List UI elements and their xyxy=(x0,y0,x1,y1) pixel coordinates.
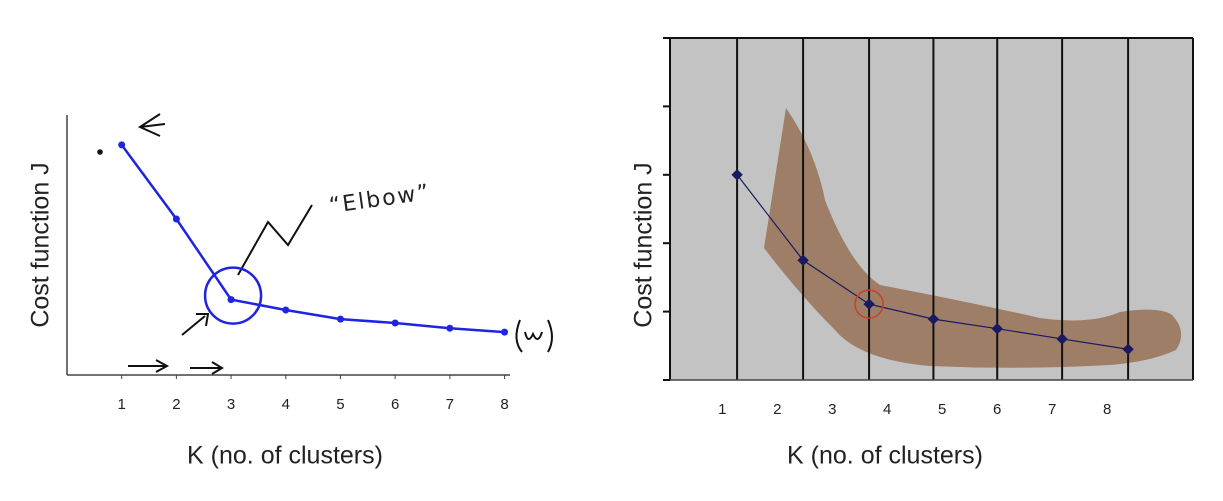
y-axis-label: Cost function J xyxy=(27,162,55,327)
x-tick-label: 5 xyxy=(938,401,946,418)
point xyxy=(282,306,290,314)
point xyxy=(731,169,743,181)
point xyxy=(991,323,1003,335)
x-axis-label: K (no. of clusters) xyxy=(787,442,983,470)
x-tick-label: 6 xyxy=(391,396,399,413)
x-tick-label: 6 xyxy=(993,401,1001,418)
x-tick-label: 7 xyxy=(1048,401,1056,418)
point xyxy=(446,324,454,332)
point xyxy=(863,298,875,310)
annotation: “Elbow” xyxy=(328,180,433,219)
elbow-circle xyxy=(203,266,263,325)
point xyxy=(501,328,509,336)
x-tick-label: 2 xyxy=(773,401,781,418)
x-tick-label: 7 xyxy=(446,396,454,413)
point xyxy=(118,141,126,149)
x-tick-label: 2 xyxy=(172,396,180,413)
point xyxy=(172,215,180,223)
point xyxy=(927,313,940,325)
x-tick-label: 3 xyxy=(828,401,836,418)
point xyxy=(391,319,399,327)
x-tick-label: 8 xyxy=(500,396,508,413)
point xyxy=(1056,333,1068,345)
x-tick-label: 3 xyxy=(227,396,235,413)
x-tick-label: 8 xyxy=(1103,401,1111,418)
point xyxy=(227,296,235,304)
x-tick-label: 1 xyxy=(718,401,726,418)
point xyxy=(797,254,809,266)
x-tick-label: 5 xyxy=(336,396,344,413)
point xyxy=(1122,343,1134,355)
point xyxy=(336,315,344,323)
x-axis-label: K (no. of clusters) xyxy=(187,442,383,470)
x-tick-label: 1 xyxy=(118,396,126,413)
x-tick-label: 4 xyxy=(282,396,290,413)
scribbles xyxy=(97,113,553,375)
elbow-circle xyxy=(854,289,884,319)
y-axis-label: Cost function J xyxy=(630,162,658,327)
x-tick-label: 4 xyxy=(883,401,891,418)
line xyxy=(120,144,505,334)
